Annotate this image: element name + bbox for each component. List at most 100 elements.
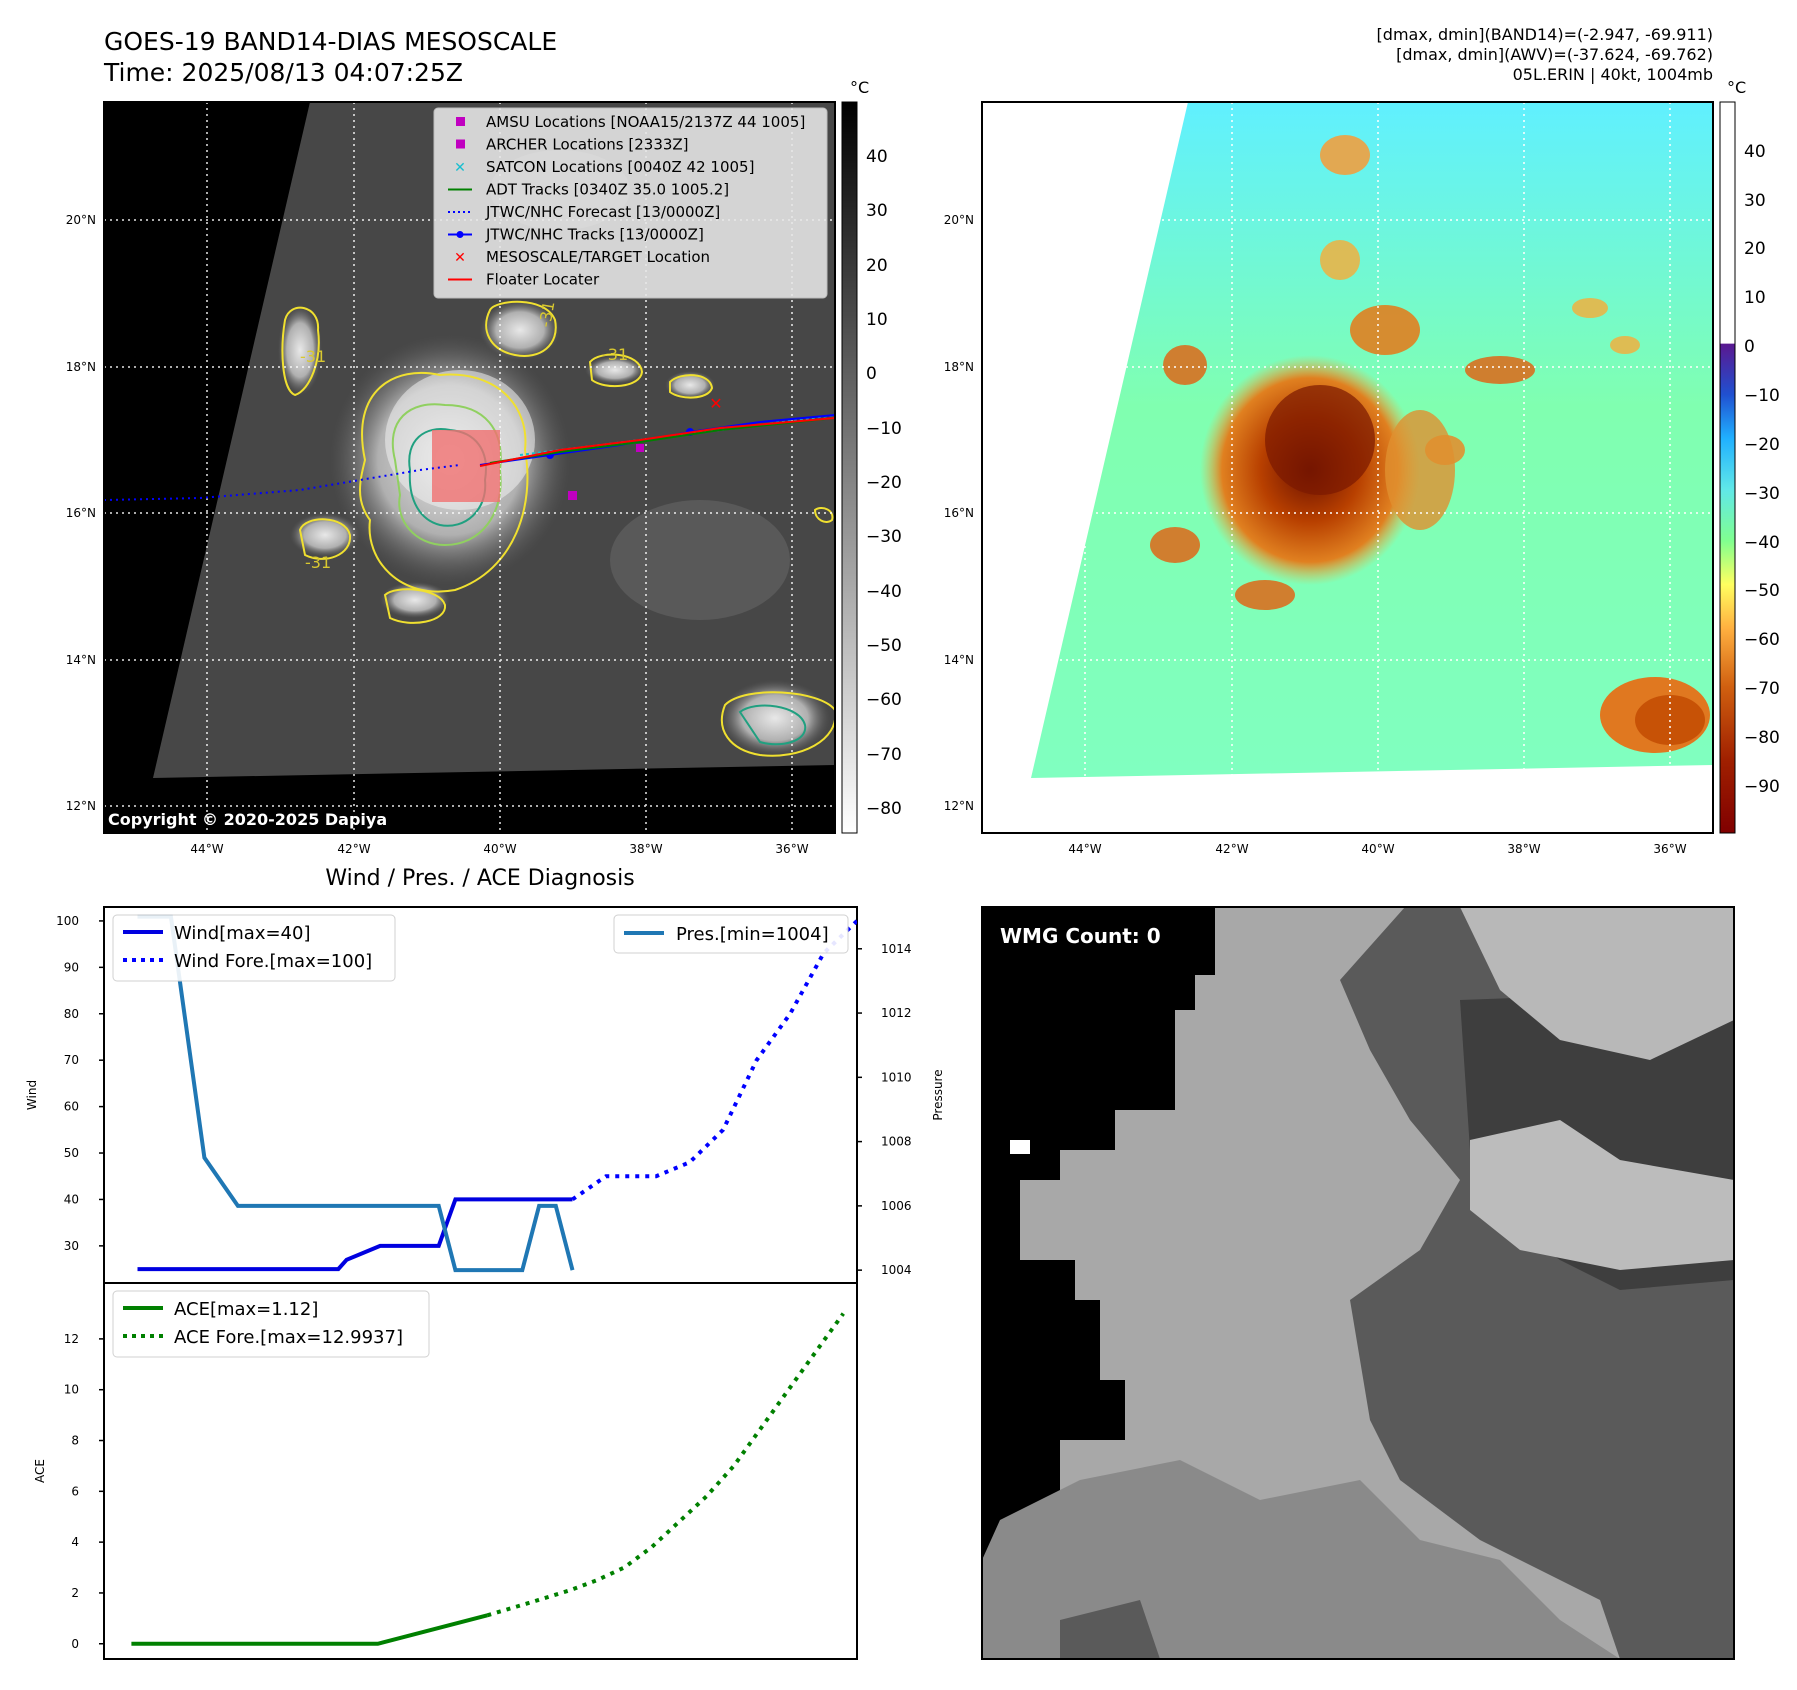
amsu-marker bbox=[636, 444, 644, 452]
legend-label: ARCHER Locations [2333Z] bbox=[486, 136, 689, 154]
ir-map-frame bbox=[103, 101, 836, 834]
legend-wind-fore: Wind Fore.[max=100] bbox=[174, 951, 372, 972]
svg-text:−70: −70 bbox=[866, 745, 902, 765]
contour-label-4: -31 bbox=[535, 300, 558, 329]
legend-label: AMSU Locations [NOAA15/2137Z 44 1005] bbox=[486, 113, 805, 131]
wind-tick-label: 100 bbox=[56, 914, 79, 928]
svg-text:12°N: 12°N bbox=[944, 799, 974, 813]
svg-text:−50: −50 bbox=[866, 636, 902, 656]
svg-text:−40: −40 bbox=[1744, 533, 1780, 553]
svg-text:18°N: 18°N bbox=[66, 360, 96, 374]
wmg-region-light-top-right bbox=[1460, 907, 1734, 1060]
ace-tick-label: 10 bbox=[64, 1383, 79, 1397]
legend-pres: Pres.[min=1004] bbox=[676, 924, 829, 945]
svg-text:10: 10 bbox=[1744, 288, 1766, 308]
pres-tick-label: 1006 bbox=[881, 1199, 912, 1213]
ace-tick-label: 8 bbox=[71, 1434, 79, 1448]
svg-text:−30: −30 bbox=[1744, 484, 1780, 504]
wmg-count-label: WMG Count: 0 bbox=[1000, 924, 1161, 948]
wmg-region-dark-bottom bbox=[1060, 1600, 1160, 1659]
ir-colorbar-ticks: 40 30 20 10 0 −10 −20 −30 −40 −50 −60 −7… bbox=[866, 147, 902, 819]
legend-wind: Wind[max=40] bbox=[174, 923, 311, 944]
pres-axis-ticks: 1014 1012 1010 1008 1006 1004 bbox=[857, 942, 912, 1277]
awv-colorbar-ticks: 40 30 20 10 0 −10 −20 −30 −40 −50 −60 −7… bbox=[1744, 142, 1780, 797]
ace-tick-label: 12 bbox=[64, 1332, 79, 1346]
svg-text:12°N: 12°N bbox=[66, 799, 96, 813]
wind-tick-label: 40 bbox=[64, 1192, 79, 1206]
diagnosis-title: Wind / Pres. / ACE Diagnosis bbox=[325, 866, 634, 891]
ir-map-lat-labels: 20°N 18°N 16°N 14°N 12°N bbox=[66, 213, 96, 813]
ace-series bbox=[131, 1312, 845, 1646]
svg-text:44°W: 44°W bbox=[190, 842, 223, 856]
svg-text:36°W: 36°W bbox=[775, 842, 808, 856]
wind-legend: Wind[max=40] Wind Fore.[max=100] bbox=[112, 914, 396, 982]
legend-marker-x: ✕ bbox=[454, 250, 466, 266]
ir-map-lon-labels: 44°W 42°W 40°W 38°W 36°W bbox=[190, 842, 808, 856]
svg-text:14°N: 14°N bbox=[66, 653, 96, 667]
wind-tick-label: 90 bbox=[64, 960, 79, 974]
series-line-wind bbox=[137, 1197, 573, 1272]
awv-colorbar-unit: °C bbox=[1727, 78, 1746, 97]
svg-text:0: 0 bbox=[866, 364, 877, 384]
svg-text:30: 30 bbox=[1744, 191, 1766, 211]
svg-text:0: 0 bbox=[1744, 337, 1755, 357]
svg-text:40°W: 40°W bbox=[483, 842, 516, 856]
svg-text:42°W: 42°W bbox=[337, 842, 370, 856]
wind-tick-label: 50 bbox=[64, 1146, 79, 1160]
awv-map-panel: 20°N 18°N 16°N 14°N 12°N 44°W 42°W 40°W … bbox=[944, 78, 1780, 856]
ace-legend: ACE[max=1.12] ACE Fore.[max=12.9937] bbox=[112, 1290, 430, 1358]
svg-text:36°W: 36°W bbox=[1653, 842, 1686, 856]
svg-text:−90: −90 bbox=[1744, 777, 1780, 797]
svg-text:30: 30 bbox=[866, 201, 888, 221]
svg-text:40: 40 bbox=[866, 147, 888, 167]
floater-box bbox=[432, 430, 500, 502]
wind-tick-label: 80 bbox=[64, 1007, 79, 1021]
svg-text:−80: −80 bbox=[866, 799, 902, 819]
svg-text:−60: −60 bbox=[1744, 630, 1780, 650]
wind-tick-label: 30 bbox=[64, 1239, 79, 1253]
legend-label: SATCON Locations [0040Z 42 1005] bbox=[486, 158, 754, 176]
svg-text:−30: −30 bbox=[866, 527, 902, 547]
pres-tick-label: 1012 bbox=[881, 1006, 912, 1020]
archer-marker bbox=[568, 491, 577, 500]
ace-ylabel: ACE bbox=[33, 1459, 47, 1483]
svg-text:−10: −10 bbox=[866, 419, 902, 439]
svg-text:14°N: 14°N bbox=[944, 653, 974, 667]
ace-tick-label: 0 bbox=[71, 1637, 79, 1651]
svg-text:16°N: 16°N bbox=[944, 506, 974, 520]
pres-tick-label: 1010 bbox=[881, 1070, 912, 1084]
awv-map-grid bbox=[982, 102, 1713, 833]
contour-label-1: -31 bbox=[300, 347, 326, 366]
awv-map-frame bbox=[981, 101, 1714, 834]
svg-text:−20: −20 bbox=[866, 473, 902, 493]
awv-cloud-features bbox=[1150, 135, 1710, 753]
legend-marker-square bbox=[456, 139, 465, 149]
wind-tick-label: 60 bbox=[64, 1100, 79, 1114]
storm-info: 05L.ERIN | 40kt, 1004mb bbox=[1513, 65, 1713, 84]
stats-awv: [dmax, dmin](AWV)=(-37.624, -69.762) bbox=[1396, 45, 1713, 64]
svg-text:−70: −70 bbox=[1744, 679, 1780, 699]
ir-colorbar-unit: °C bbox=[850, 78, 869, 97]
diagnosis-panel: Wind / Pres. / ACE Diagnosis Wind Pressu… bbox=[25, 866, 945, 1660]
awv-map-lon-labels: 44°W 42°W 40°W 38°W 36°W bbox=[1068, 842, 1686, 856]
figure-title: GOES-19 BAND14-DIAS MESOSCALE bbox=[104, 27, 557, 56]
legend-marker-dot bbox=[456, 231, 464, 238]
svg-text:−80: −80 bbox=[1744, 728, 1780, 748]
ir-map-panel: -31 -31 -31 -31 bbox=[66, 78, 902, 856]
pres-tick-label: 1008 bbox=[881, 1135, 912, 1149]
legend-label: Floater Locater bbox=[486, 271, 600, 289]
contour-label-2: -31 bbox=[602, 345, 628, 364]
contour-label-3: -31 bbox=[305, 553, 331, 572]
wind-tick-label: 70 bbox=[64, 1053, 79, 1067]
legend-label: ADT Tracks [0340Z 35.0 1005.2] bbox=[486, 181, 729, 199]
svg-text:40°W: 40°W bbox=[1361, 842, 1394, 856]
svg-text:−10: −10 bbox=[1744, 386, 1780, 406]
wmg-frame bbox=[981, 906, 1735, 1660]
svg-text:40: 40 bbox=[1744, 142, 1766, 162]
copyright-text: Copyright © 2020-2025 Dapiya bbox=[108, 810, 387, 829]
svg-text:18°N: 18°N bbox=[944, 360, 974, 374]
svg-text:20°N: 20°N bbox=[66, 213, 96, 227]
svg-text:16°N: 16°N bbox=[66, 506, 96, 520]
ir-map-legend: AMSU Locations [NOAA15/2137Z 44 1005] ARC… bbox=[433, 107, 828, 299]
